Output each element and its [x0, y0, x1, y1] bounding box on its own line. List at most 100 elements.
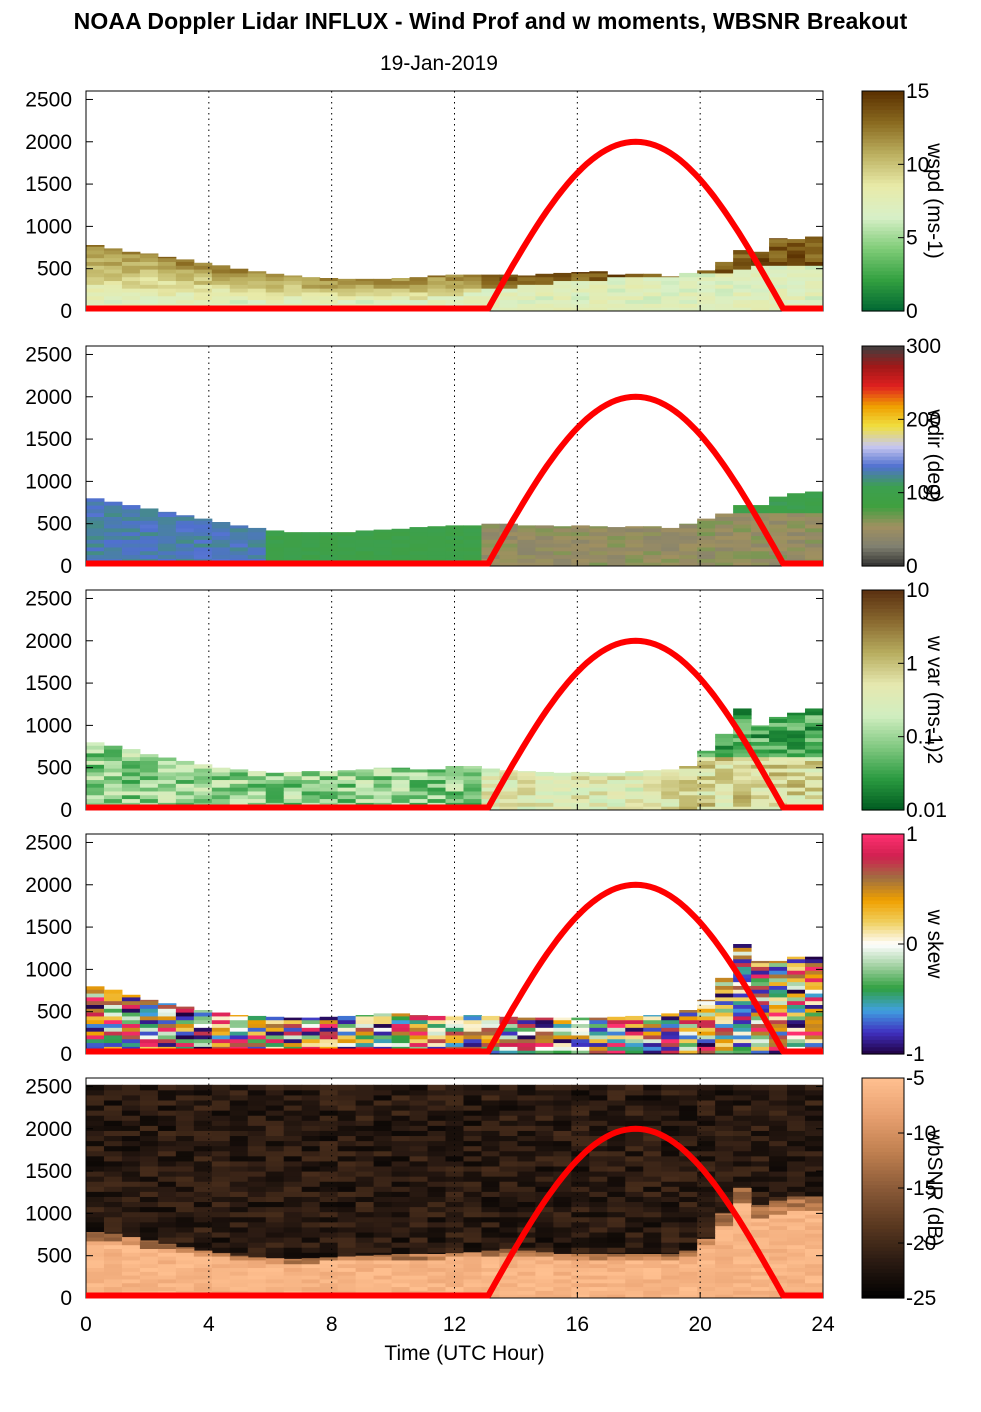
colorbar-swatch	[862, 1158, 904, 1163]
heat-cell	[103, 1256, 123, 1261]
heat-cell	[553, 1201, 572, 1208]
heat-cell	[499, 1181, 518, 1187]
heat-cell	[625, 539, 644, 544]
heat-cell	[499, 1211, 518, 1218]
heat-cell	[769, 970, 788, 975]
heat-cell	[175, 760, 195, 765]
heat-cell	[229, 525, 249, 529]
heat-cell	[535, 1278, 554, 1284]
heat-cell	[229, 1100, 249, 1106]
heat-cell	[391, 1100, 411, 1106]
heat-cell	[103, 508, 123, 514]
heat-cell	[229, 779, 249, 784]
heat-cell	[445, 1038, 464, 1044]
colorbar-swatch	[862, 562, 904, 567]
heat-cell	[625, 1221, 644, 1228]
heat-cell	[571, 1263, 590, 1269]
heat-cell	[445, 794, 464, 800]
heat-cell	[265, 1150, 285, 1157]
heat-cell	[589, 779, 608, 784]
heat-cell	[625, 1186, 644, 1192]
heat-cell	[247, 1031, 267, 1036]
heat-cell	[283, 779, 303, 784]
heat-cell	[535, 1171, 554, 1177]
heat-cell	[733, 1214, 752, 1219]
heat-cell	[571, 1267, 590, 1272]
heat-cell	[733, 261, 752, 266]
heat-cell	[589, 1115, 608, 1121]
heat-cell	[607, 303, 626, 308]
heat-cell	[769, 1221, 788, 1227]
heat-cell	[283, 1171, 303, 1177]
heat-cell	[787, 1286, 806, 1291]
heat-cell	[481, 1031, 500, 1036]
heat-cell	[103, 1186, 123, 1192]
colorbar-swatch	[862, 1078, 904, 1083]
colorbar-swatch	[862, 1118, 904, 1123]
heat-cell	[553, 1226, 572, 1233]
heat-cell	[535, 1263, 554, 1269]
heat-cell	[607, 288, 626, 293]
heat-cell	[121, 1120, 141, 1126]
heat-cell	[463, 1211, 482, 1218]
heat-cell	[517, 550, 536, 556]
heat-cell	[445, 779, 464, 784]
heat-cell	[86, 1012, 105, 1017]
colorbar-swatch	[862, 947, 904, 952]
heat-cell	[175, 1155, 195, 1162]
heat-cell	[283, 1115, 303, 1121]
heat-cell	[787, 787, 806, 792]
heat-cell	[247, 1216, 267, 1223]
heat-cell	[607, 1027, 626, 1032]
heat-cell	[391, 775, 411, 781]
heat-cell	[769, 250, 788, 255]
heat-cell	[751, 1145, 770, 1152]
heat-cell	[787, 966, 806, 971]
heat-cell	[445, 1211, 464, 1218]
heat-cell	[715, 1271, 734, 1276]
heat-cell	[751, 1201, 770, 1208]
heat-cell	[247, 1089, 267, 1096]
heat-cell	[697, 1130, 716, 1137]
heat-cell	[553, 562, 572, 567]
heat-cell	[427, 1019, 447, 1025]
heat-cell	[805, 1115, 824, 1121]
heat-cell	[607, 1140, 626, 1147]
heat-cell	[751, 1204, 770, 1208]
heat-cell	[679, 546, 698, 552]
heat-cell	[409, 1166, 429, 1172]
heat-cell	[517, 1247, 536, 1253]
heat-cell	[553, 307, 572, 312]
heat-cell	[427, 1171, 447, 1177]
heat-cell	[751, 272, 770, 278]
heat-cell	[517, 554, 536, 559]
heat-cell	[787, 1089, 806, 1096]
heat-cell	[319, 1267, 339, 1272]
heat-cell	[643, 1221, 662, 1228]
heat-cell	[787, 1229, 806, 1234]
heat-cell	[86, 261, 105, 266]
heat-cell	[229, 1271, 249, 1276]
heat-cell	[571, 1181, 590, 1187]
heat-cell	[481, 794, 500, 800]
heat-cell	[427, 1166, 447, 1172]
heat-cell	[247, 1171, 267, 1177]
heat-cell	[751, 1125, 770, 1131]
heat-cell	[193, 276, 213, 282]
heat-cell	[697, 1275, 716, 1280]
heat-cell	[481, 1206, 500, 1213]
heat-cell	[661, 1023, 680, 1028]
heat-cell	[625, 1254, 644, 1257]
heat-cell	[733, 535, 752, 540]
colorbar-swatch	[862, 837, 904, 842]
heat-cell	[337, 787, 357, 792]
colorbar-tick-label: -25	[906, 1287, 936, 1310]
heat-cell	[769, 1202, 788, 1208]
heat-cell	[139, 1038, 159, 1044]
heat-cell	[679, 1027, 698, 1032]
heat-cell	[139, 1110, 159, 1116]
heat-cell	[607, 562, 626, 567]
heat-cell	[625, 1115, 644, 1121]
heat-cell	[157, 757, 177, 761]
heat-cell	[121, 1100, 141, 1106]
